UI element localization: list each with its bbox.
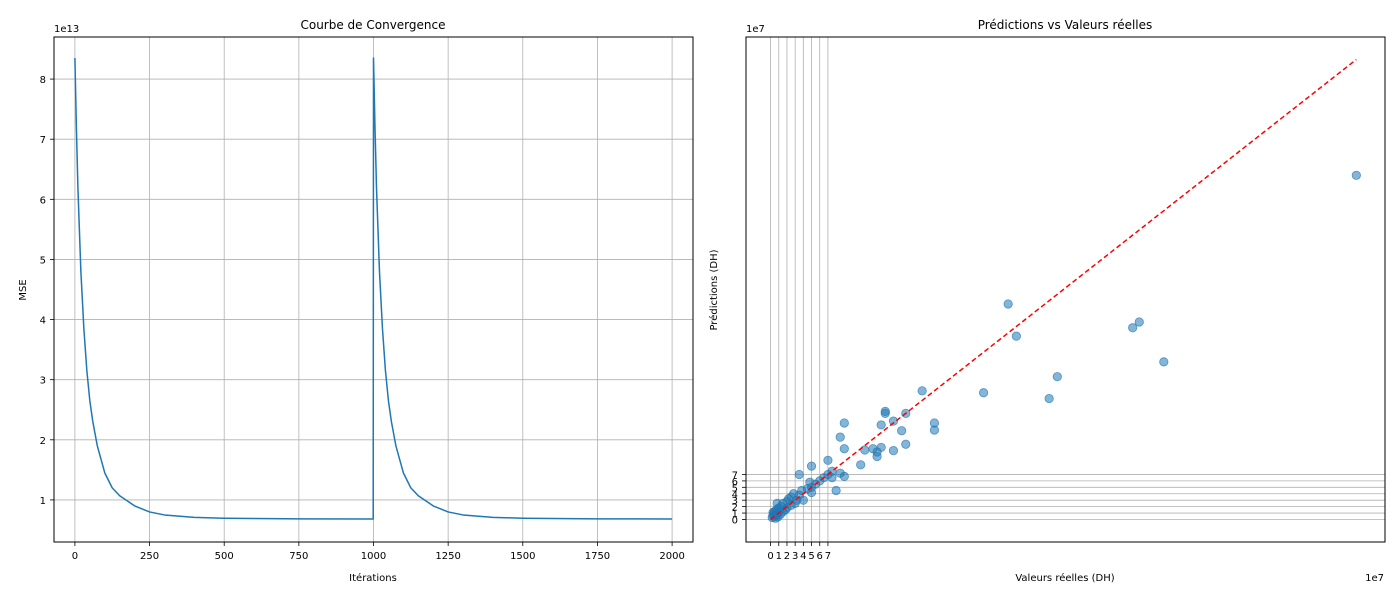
scatter-point — [835, 432, 845, 442]
predictions-ytick-label: 7 — [732, 470, 738, 481]
predictions-xtick-label: 3 — [792, 551, 798, 562]
scatter-point — [835, 468, 845, 478]
predictions-xtick-label: 1 — [776, 551, 782, 562]
convergence-ytick-label: 1 — [40, 496, 46, 507]
convergence-chart: 0 250 500 750 1000 1250 1500 1750 2000 1 2 3 4 5 6 7 8 C… — [18, 18, 694, 584]
scatter-point — [839, 418, 849, 428]
convergence-xtick-label: 2000 — [659, 551, 684, 562]
scatter-point — [856, 460, 866, 470]
predictions-xtick-label: 2 — [784, 551, 790, 562]
scatter-point — [880, 408, 890, 418]
predictions-ytick-label: 5 — [732, 483, 738, 494]
scatter-point — [978, 388, 989, 398]
convergence-ytick-label: 8 — [40, 75, 46, 86]
convergence-xtick-label: 500 — [215, 551, 234, 562]
convergence-xtick-label: 250 — [140, 551, 159, 562]
predictions-ytick-label: 2 — [732, 503, 738, 514]
scatter-point — [901, 439, 911, 449]
scatter-point — [1052, 372, 1062, 382]
convergence-xtick-label: 750 — [289, 551, 308, 562]
predictions-chart-y-offset: 1e7 — [746, 24, 765, 35]
scatter-point — [888, 416, 899, 426]
scatter-point — [1128, 323, 1138, 333]
scatter-point — [1159, 357, 1169, 367]
convergence-chart-xlabel: Itérations — [349, 572, 397, 584]
convergence-xtick-label: 0 — [72, 551, 78, 562]
scatter-point — [831, 485, 841, 496]
predictions-ytick-label: 1 — [732, 509, 738, 520]
scatter-point — [794, 469, 804, 480]
convergence-ytick-label: 5 — [40, 255, 46, 266]
convergence-ytick-label: 4 — [40, 316, 46, 327]
predictions-xtick-label: 4 — [800, 551, 806, 562]
predictions-ytick-label: 0 — [732, 515, 738, 526]
scatter-point — [917, 386, 927, 396]
predictions-xtick-label: 0 — [767, 551, 773, 562]
convergence-xtick-label: 1250 — [435, 551, 460, 562]
convergence-ytick-label: 3 — [40, 376, 46, 387]
convergence-xtick-label: 1500 — [510, 551, 535, 562]
scatter-point — [876, 420, 886, 430]
predictions-xtick-label: 7 — [825, 551, 831, 562]
convergence-chart-ylabel: MSE — [18, 279, 29, 300]
scatter-point — [872, 451, 882, 462]
scatter-point — [1044, 393, 1054, 404]
convergence-xtick-label: 1000 — [361, 551, 386, 562]
predictions-xtick-label: 5 — [808, 551, 814, 562]
scatter-point — [888, 446, 899, 456]
scatter-point — [1351, 170, 1361, 180]
predictions-chart-ylabel: Prédictions (DH) — [708, 249, 720, 330]
predictions-chart-x-offset: 1e7 — [1365, 573, 1384, 584]
convergence-ytick-label: 6 — [40, 195, 46, 206]
scatter-point — [1003, 299, 1013, 309]
scatter-point — [823, 455, 833, 465]
scatter-point — [1134, 317, 1144, 327]
predictions-ytick-label: 3 — [732, 496, 738, 507]
identity-reference-line — [770, 58, 1357, 521]
predictions-ytick-label: 4 — [732, 490, 738, 501]
scatter-point — [806, 461, 817, 471]
scatter-point — [1011, 331, 1021, 341]
scatter-point — [868, 444, 878, 454]
scatter-point — [929, 425, 940, 435]
predictions-ytick-label: 6 — [732, 477, 738, 488]
predictions-chart-xlabel: Valeurs réelles (DH) — [1015, 572, 1114, 584]
convergence-ytick-label: 2 — [40, 436, 46, 447]
convergence-xtick-label: 1750 — [585, 551, 610, 562]
scatter-point — [897, 426, 907, 436]
convergence-ytick-label: 7 — [40, 135, 46, 146]
mse-series-line — [74, 57, 673, 520]
scatter-point — [839, 444, 849, 454]
predictions-chart-title: Prédictions vs Valeurs réelles — [978, 18, 1153, 32]
predictions-xtick-label: 6 — [817, 551, 823, 562]
convergence-chart-y-offset: 1e13 — [54, 24, 79, 35]
convergence-chart-title: Courbe de Convergence — [300, 18, 445, 32]
predictions-chart-frame — [745, 36, 1386, 543]
